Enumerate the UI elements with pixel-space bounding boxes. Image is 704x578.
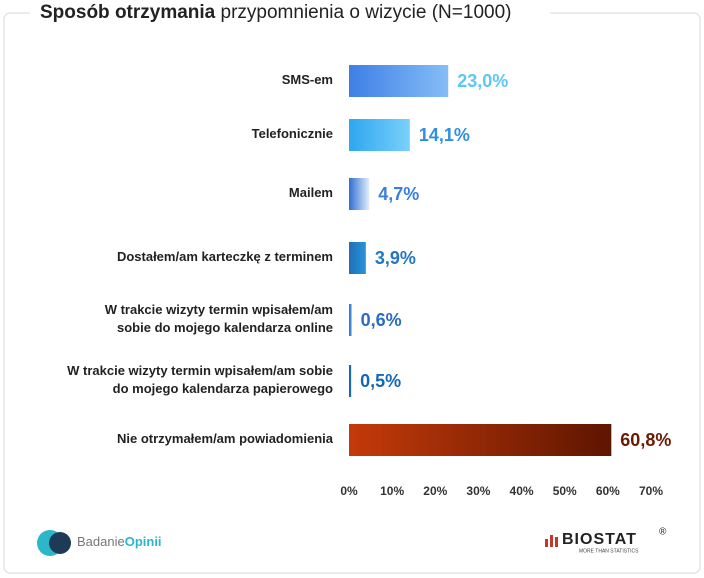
value-label: 3,9%: [375, 248, 416, 268]
y-tick-label: W trakcie wizyty termin wpisałem/am sobi…: [67, 363, 333, 396]
x-tick-label: 50%: [553, 484, 577, 498]
label-line: Telefonicznie: [252, 126, 333, 141]
x-tick-label: 0%: [340, 484, 358, 498]
label-line: Nie otrzymałem/am powiadomienia: [117, 431, 334, 446]
logo-registered: ®: [659, 527, 667, 538]
x-tick-label: 30%: [466, 484, 490, 498]
value-label: 0,5%: [360, 371, 401, 391]
logo-bar: [555, 537, 558, 547]
label-line: sobie do mojego kalendarza online: [117, 320, 333, 335]
value-label: 4,7%: [378, 184, 419, 204]
bar: [349, 242, 366, 274]
label-line: do mojego kalendarza papierowego: [113, 381, 333, 396]
right-logo: BIOSTAT ® MORE THAN STATISTICS: [545, 527, 667, 554]
y-tick-label: Nie otrzymałem/am powiadomienia: [117, 431, 334, 446]
x-tick-label: 40%: [510, 484, 534, 498]
logo-first: Badanie: [77, 534, 125, 549]
x-tick-label: 10%: [380, 484, 404, 498]
logo-circle: [49, 532, 71, 554]
label-line: W trakcie wizyty termin wpisałem/am sobi…: [67, 363, 333, 378]
logo-bar: [550, 535, 553, 547]
label-line: SMS-em: [282, 72, 333, 87]
y-tick-label: W trakcie wizyty termin wpisałem/am sobie…: [105, 302, 333, 335]
bar: [349, 304, 352, 336]
y-tick-label: Telefonicznie: [252, 126, 333, 141]
bar: [349, 65, 449, 97]
bar: [349, 424, 612, 456]
x-tick-label: 70%: [639, 484, 663, 498]
value-label: 60,8%: [620, 430, 671, 450]
label-line: Mailem: [289, 185, 333, 200]
bar: [349, 365, 352, 397]
bar: [349, 178, 370, 210]
y-tick-label: Mailem: [289, 185, 333, 200]
chart-title: Sposób otrzymania przypomnienia o wizyci…: [40, 2, 511, 23]
bar: [349, 119, 410, 151]
logo-text: BIOSTAT: [562, 531, 637, 548]
title-bg: [30, 0, 550, 26]
logo-bar: [545, 539, 548, 547]
x-tick-label: 60%: [596, 484, 620, 498]
label-line: Dostałem/am karteczkę z terminem: [117, 249, 333, 264]
logo-second: Opinii: [125, 534, 162, 549]
title-bold: Sposób otrzymania: [40, 2, 216, 23]
label-line: W trakcie wizyty termin wpisałem/am: [105, 302, 333, 317]
logo-text: BadanieOpinii: [77, 534, 162, 549]
logo-tagline: MORE THAN STATISTICS: [579, 548, 639, 554]
value-label: 14,1%: [419, 125, 470, 145]
value-label: 0,6%: [361, 310, 402, 330]
value-label: 23,0%: [457, 71, 508, 91]
x-tick-label: 20%: [423, 484, 447, 498]
y-tick-label: SMS-em: [282, 72, 333, 87]
title-regular: przypomnienia o wizycie (N=1000): [221, 2, 512, 23]
left-logo: BadanieOpinii: [37, 530, 162, 556]
y-tick-label: Dostałem/am karteczkę z terminem: [117, 249, 333, 264]
